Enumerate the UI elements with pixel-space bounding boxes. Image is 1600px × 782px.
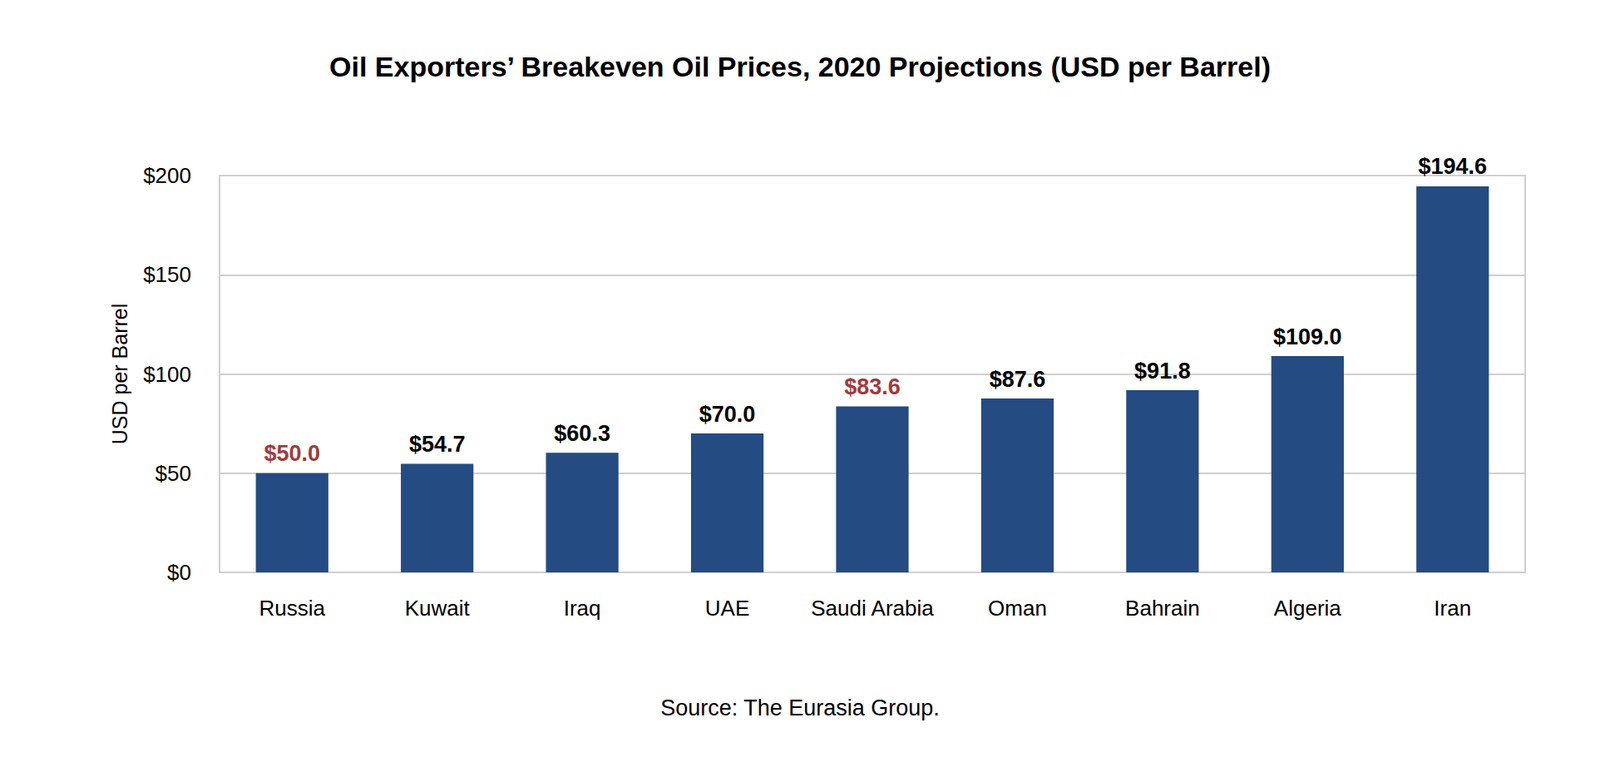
svg-text:Bahrain: Bahrain [1125,595,1200,621]
svg-text:Saudi Arabia: Saudi Arabia [810,595,934,621]
svg-text:UAE: UAE [705,595,750,621]
svg-text:$194.6: $194.6 [1417,153,1487,179]
svg-text:$60.3: $60.3 [553,420,611,446]
svg-text:$100: $100 [143,361,192,387]
svg-text:$150: $150 [143,261,192,287]
svg-text:Source: The Eurasia Group.: Source: The Eurasia Group. [660,695,940,721]
svg-text:$91.8: $91.8 [1134,358,1191,384]
svg-text:Iran: Iran [1433,595,1472,621]
svg-text:Kuwait: Kuwait [404,595,471,621]
svg-text:Oil Exporters’ Breakeven Oil P: Oil Exporters’ Breakeven Oil Prices, 202… [329,50,1271,83]
svg-text:$54.7: $54.7 [409,431,466,457]
svg-text:Oman: Oman [987,595,1047,621]
svg-text:Algeria: Algeria [1274,595,1342,621]
svg-text:$200: $200 [143,162,192,188]
svg-text:$50: $50 [155,460,192,486]
svg-text:$83.6: $83.6 [844,374,901,400]
svg-text:Iraq: Iraq [563,595,602,621]
svg-text:$87.6: $87.6 [989,366,1047,392]
svg-text:$0: $0 [167,559,192,585]
svg-text:USD per Barrel: USD per Barrel [108,303,132,445]
svg-text:$109.0: $109.0 [1273,324,1343,350]
svg-text:$50.0: $50.0 [263,440,321,466]
svg-text:$70.0: $70.0 [699,401,756,427]
svg-text:Russia: Russia [258,595,326,621]
